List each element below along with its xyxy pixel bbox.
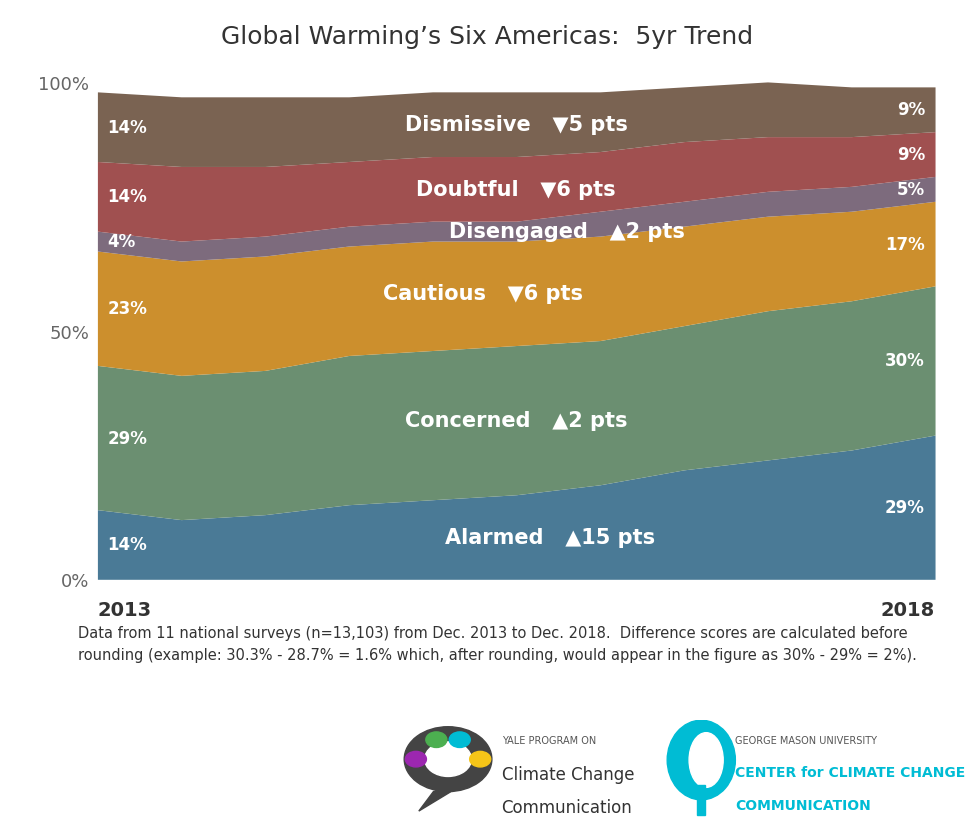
- Ellipse shape: [690, 733, 723, 787]
- Text: 14%: 14%: [107, 188, 147, 206]
- Circle shape: [426, 732, 447, 748]
- Text: GEORGE MASON UNIVERSITY: GEORGE MASON UNIVERSITY: [735, 735, 878, 745]
- Circle shape: [425, 742, 471, 777]
- Text: YALE PROGRAM ON: YALE PROGRAM ON: [502, 735, 596, 745]
- Circle shape: [405, 752, 427, 767]
- Text: 17%: 17%: [885, 235, 925, 253]
- Text: Alarmed   ▲15 pts: Alarmed ▲15 pts: [445, 527, 655, 547]
- Text: 14%: 14%: [107, 118, 147, 137]
- Text: Doubtful   ▼6 pts: Doubtful ▼6 pts: [417, 180, 616, 200]
- Text: 29%: 29%: [885, 498, 925, 517]
- Text: 9%: 9%: [897, 146, 925, 164]
- Text: Global Warming’s Six Americas:  5yr Trend: Global Warming’s Six Americas: 5yr Trend: [221, 26, 753, 49]
- Text: 2018: 2018: [880, 600, 935, 619]
- Text: Cautious   ▼6 pts: Cautious ▼6 pts: [383, 284, 582, 304]
- Text: COMMUNICATION: COMMUNICATION: [735, 798, 871, 811]
- Text: 4%: 4%: [107, 233, 135, 251]
- Text: 14%: 14%: [107, 536, 147, 554]
- Text: 29%: 29%: [107, 429, 147, 447]
- Circle shape: [469, 752, 491, 767]
- Ellipse shape: [667, 720, 735, 800]
- Polygon shape: [419, 792, 451, 811]
- Text: Disengaged   ▲2 pts: Disengaged ▲2 pts: [449, 222, 685, 242]
- Text: Dismissive   ▼5 pts: Dismissive ▼5 pts: [405, 115, 627, 135]
- Text: CENTER for CLIMATE CHANGE: CENTER for CLIMATE CHANGE: [735, 765, 965, 779]
- Text: 5%: 5%: [897, 181, 925, 199]
- Text: Communication: Communication: [502, 798, 632, 816]
- Text: 30%: 30%: [885, 352, 925, 370]
- Bar: [697, 785, 705, 815]
- Text: Concerned   ▲2 pts: Concerned ▲2 pts: [405, 411, 627, 431]
- Text: Climate Change: Climate Change: [502, 765, 634, 783]
- Circle shape: [449, 732, 470, 748]
- Text: Data from 11 national surveys (n=13,103) from Dec. 2013 to Dec. 2018.  Differenc: Data from 11 national surveys (n=13,103)…: [78, 625, 917, 662]
- Text: 23%: 23%: [107, 300, 147, 318]
- Text: 9%: 9%: [897, 101, 925, 119]
- Text: 2013: 2013: [97, 600, 152, 619]
- Circle shape: [404, 727, 492, 792]
